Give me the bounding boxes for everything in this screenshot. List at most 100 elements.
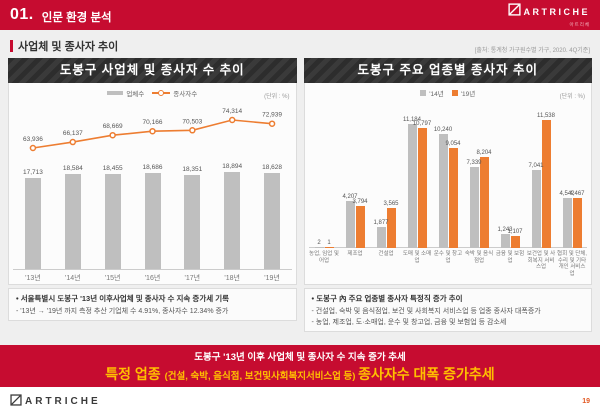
legend-line-label: 종사자수 bbox=[173, 91, 198, 98]
bar-2014-value-label: 7,339 bbox=[466, 159, 482, 166]
svg-text:66,137: 66,137 bbox=[63, 130, 83, 137]
x-tick-label: '17년 bbox=[184, 275, 201, 282]
footer-brand-mark-icon bbox=[10, 393, 22, 409]
bar-2019-value-label: 10,797 bbox=[412, 121, 432, 128]
bar-2019 bbox=[417, 128, 427, 248]
svg-text:63,936: 63,936 bbox=[23, 136, 43, 143]
banner-line2-paren: (건설, 숙박, 음식점, 보건및사회복지서비스업 등) bbox=[164, 370, 359, 382]
bar-value-label: 18,686 bbox=[142, 164, 163, 172]
legend-item-bar: 업체수 bbox=[107, 88, 144, 98]
header-number: 01. bbox=[10, 6, 34, 23]
bar-2014 bbox=[562, 197, 572, 248]
x-axis-line bbox=[13, 269, 292, 270]
bar-2019 bbox=[448, 147, 458, 248]
right-chart-title: 도봉구 주요 업종별 종사자 추이 bbox=[303, 58, 592, 83]
x-tick-label: '19년 bbox=[264, 275, 280, 282]
bar-2014 bbox=[469, 166, 479, 248]
bar-2014-value-label: 10,240 bbox=[433, 127, 453, 134]
legend-item-line: 종사자수 bbox=[152, 88, 197, 98]
x-axis-line bbox=[308, 247, 587, 248]
bar-2019-value-label: 1,107 bbox=[507, 228, 523, 235]
right-chart-box: '14년 '19년 (단위 : %) 2 1 농업, 임업 및 어업 4,207 3,7… bbox=[303, 83, 592, 285]
x-tick-label: 금융 및 보험업 bbox=[495, 251, 525, 264]
x-tick-label: '18년 bbox=[224, 275, 240, 282]
right-note-title: • 도봉구 內 주요 업종별 종사자 특정직 증가 추이 bbox=[311, 294, 463, 303]
panel-employers-trend: 도봉구 사업체 및 종사자 수 추이 업체수 종사자수 (단위 : %) bbox=[8, 58, 297, 332]
x-tick-label: 제조업 bbox=[347, 251, 363, 257]
bar-2019-value-label: 11,538 bbox=[537, 113, 555, 119]
footer: ARTRICHE 19 bbox=[0, 387, 600, 415]
legend-2019-label: '19년 bbox=[460, 91, 476, 98]
legend-bar-label: 업체수 bbox=[126, 91, 145, 98]
x-tick-label: '15년 bbox=[104, 275, 121, 282]
brand-name: ARTRICHE bbox=[523, 6, 590, 17]
bar-2019 bbox=[386, 208, 396, 248]
bar-2019 bbox=[479, 157, 489, 248]
bar bbox=[224, 172, 241, 269]
right-note-sub1: - 건설업, 숙박 및 음식점업, 보건 및 사회복지 서비스업 등 업종 종사… bbox=[311, 307, 541, 315]
bar-2014 bbox=[500, 234, 510, 248]
right-chart-legend: '14년 '19년 (단위 : %) bbox=[309, 86, 588, 100]
bar-2019-value-label: 9,054 bbox=[445, 140, 461, 147]
bar-2019-value-label: 1 bbox=[327, 240, 331, 246]
bar-2019-value-label: 3,565 bbox=[383, 201, 399, 208]
section-title: 사업체 및 종사자 추이 bbox=[10, 38, 118, 54]
bar-legend-swatch bbox=[107, 91, 124, 95]
bar bbox=[64, 173, 81, 269]
x-tick-label: 도매 및 소매업 bbox=[402, 251, 432, 264]
banner-line2: 특정 업종 (건설, 숙박, 음식점, 보건및사회복지서비스업 등) 종사자수 … bbox=[105, 365, 495, 382]
legend-2014-label: '14년 bbox=[429, 91, 444, 98]
bar-value-label: 18,351 bbox=[182, 165, 203, 173]
banner-line1: 도봉구 '13년 이후 사업체 및 종사자 수 지속 증가 추세 bbox=[194, 351, 406, 363]
line-legend-swatch bbox=[152, 90, 171, 96]
bar-2019-value-label: 8,204 bbox=[476, 150, 492, 156]
bar bbox=[24, 178, 41, 269]
legend-item-2014: '14년 bbox=[420, 88, 444, 98]
right-unit-label: (단위 : %) bbox=[559, 94, 585, 100]
page-number: 19 bbox=[582, 397, 590, 405]
bar-2014-value-label: 11,184 bbox=[403, 116, 421, 123]
brand-logo: ARTRICHE 아트리체 bbox=[507, 2, 591, 28]
bar-2014 bbox=[407, 123, 417, 248]
x-tick-label: 농업, 임업 및 어업 bbox=[309, 251, 339, 264]
left-unit-label: (단위 : %) bbox=[264, 94, 290, 100]
bar-2014-value-label: 7,041 bbox=[528, 162, 544, 169]
left-chart-box: 업체수 종사자수 (단위 : %) 17,713 '13년 18,584 '14년 18… bbox=[8, 83, 297, 285]
bar-value-label: 18,628 bbox=[262, 164, 283, 172]
workers-line-series: 63,936 66,137 68,669 70,166 70,503 74,314 72,9… bbox=[23, 108, 282, 152]
bar-2014-value-label: 1,877 bbox=[373, 220, 389, 227]
x-tick-label: '13년 bbox=[25, 275, 41, 282]
bar-2019 bbox=[355, 205, 365, 248]
svg-text:72,939: 72,939 bbox=[262, 112, 282, 119]
bar-2019-value-label: 3,794 bbox=[352, 198, 368, 205]
bar bbox=[104, 174, 121, 269]
bar bbox=[144, 173, 161, 269]
industry-chart-plot: 2 1 농업, 임업 및 어업 4,207 3,794 제조업 1,877 3,565 건설업 1… bbox=[308, 100, 587, 284]
left-note-sub: - '13년 → '19년 까지 측정 추산 기업체 수 4.91%, 종사자수… bbox=[16, 307, 229, 315]
bar-2019 bbox=[541, 120, 551, 248]
footer-brand-name: ARTRICHE bbox=[25, 395, 101, 407]
right-note-box: • 도봉구 內 주요 업종별 종사자 특정직 증가 추이 - 건설업, 숙박 및… bbox=[303, 288, 592, 332]
bar-2014 bbox=[314, 247, 324, 248]
x-tick-label: 숙박 및 음식점업 bbox=[464, 251, 494, 264]
x-tick-label: '16년 bbox=[144, 275, 161, 282]
bar-2014 bbox=[345, 201, 355, 248]
left-chart-title: 도봉구 사업체 및 종사자 수 추이 bbox=[8, 58, 297, 83]
bar-value-label: 18,894 bbox=[222, 163, 243, 170]
bar-2014 bbox=[531, 169, 541, 248]
orange-legend-swatch bbox=[451, 90, 458, 96]
bar bbox=[264, 173, 281, 269]
bar-value-label: 18,455 bbox=[102, 165, 123, 173]
section-title-label: 사업체 및 종사자 추이 bbox=[18, 41, 119, 53]
employers-chart-plot: 17,713 '13년 18,584 '14년 18,455 '15년 18,686 '16년… bbox=[13, 100, 292, 284]
page-title: 인문 환경 분석 bbox=[41, 11, 112, 24]
brand-mark-icon bbox=[507, 2, 521, 21]
summary-banner: 도봉구 '13년 이후 사업체 및 종사자 수 지속 증가 추세 특정 업종 (… bbox=[0, 345, 600, 387]
bar-2019 bbox=[510, 235, 520, 248]
x-tick-label: 건설업 bbox=[378, 251, 394, 257]
section-tick-icon bbox=[10, 40, 13, 52]
bar bbox=[184, 174, 201, 269]
bar-2019-value-label: 4,467 bbox=[569, 191, 585, 198]
bar-2014-value-label: 2 bbox=[317, 240, 321, 246]
